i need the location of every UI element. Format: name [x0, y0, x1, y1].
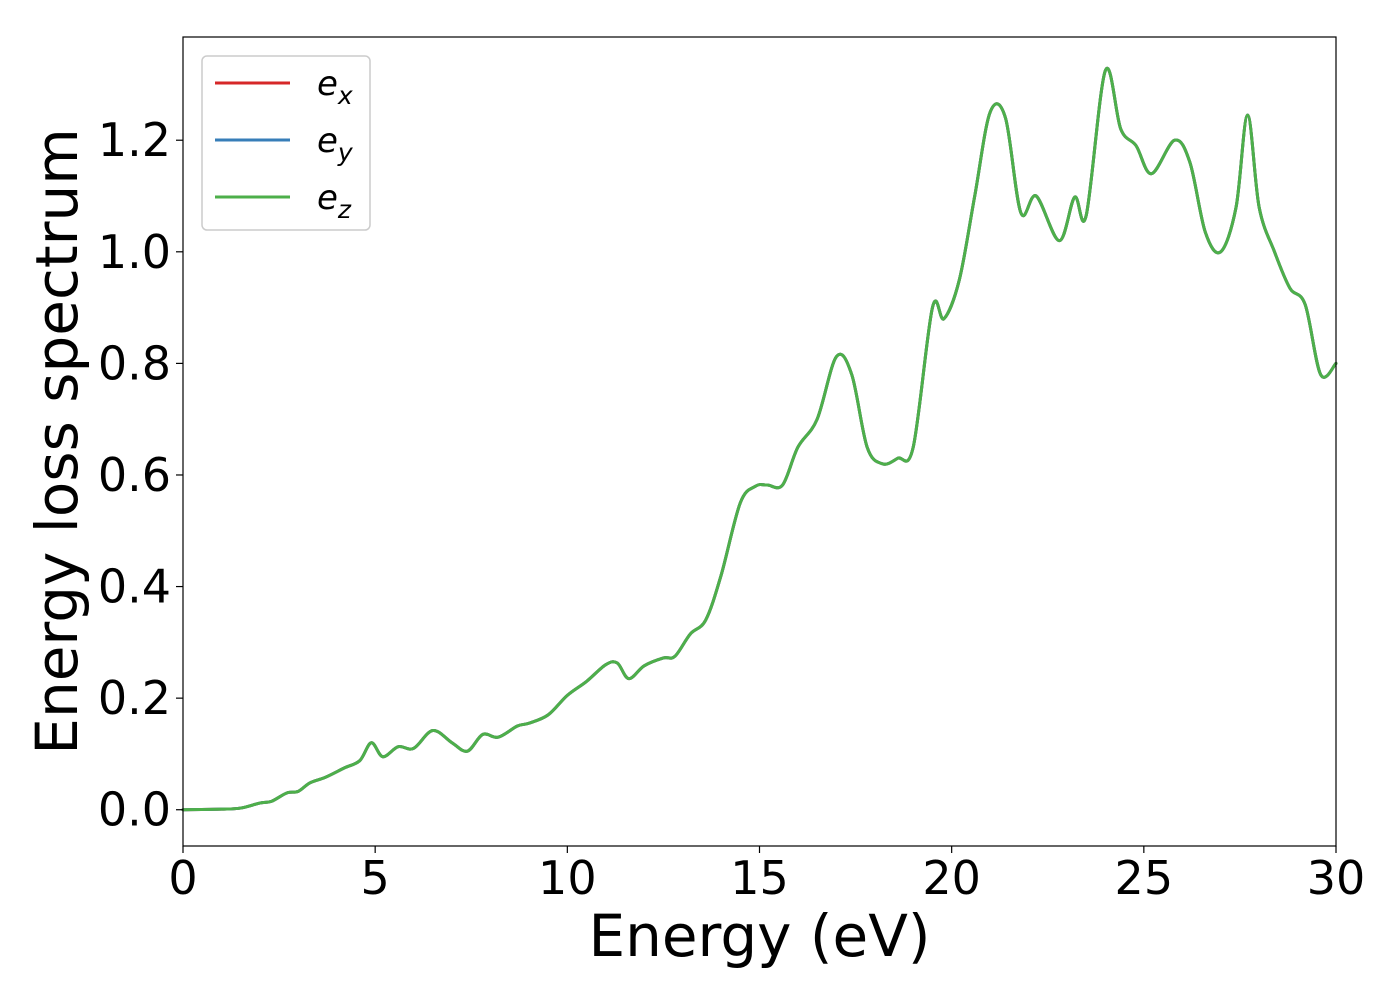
y-tick-label: 1.2 — [98, 113, 171, 167]
y-tick-label: 0.8 — [98, 336, 171, 390]
legend: ex ey ez — [201, 55, 371, 231]
y-tick-label: 0.0 — [98, 783, 171, 837]
legend-label-e-y: ey — [317, 121, 354, 167]
legend-label-e-z: ez — [317, 178, 352, 224]
x-tick-label: 10 — [538, 851, 597, 905]
y-axis-label: Energy loss spectrum — [23, 128, 91, 754]
legend-label-e-x: ex — [317, 64, 353, 110]
legend-box — [201, 55, 371, 231]
series-layer — [181, 66, 1338, 812]
series-line-e-z — [181, 66, 1338, 812]
y-axis-ticks: 0.0 0.2 0.4 0.6 0.8 1.0 1.2 — [98, 113, 183, 837]
y-tick-label: 0.2 — [98, 671, 171, 725]
y-tick-label: 0.4 — [98, 560, 171, 614]
x-axis-label: Energy (eV) — [588, 902, 930, 970]
x-axis-ticks: 0 5 10 15 20 25 30 — [168, 846, 1365, 905]
y-tick-label: 0.6 — [98, 448, 171, 502]
x-tick-label: 0 — [168, 851, 197, 905]
x-tick-label: 20 — [922, 851, 981, 905]
x-tick-label: 25 — [1115, 851, 1174, 905]
x-tick-label: 5 — [361, 851, 390, 905]
y-tick-label: 1.0 — [98, 225, 171, 279]
x-tick-label: 30 — [1307, 851, 1366, 905]
x-tick-label: 15 — [730, 851, 789, 905]
